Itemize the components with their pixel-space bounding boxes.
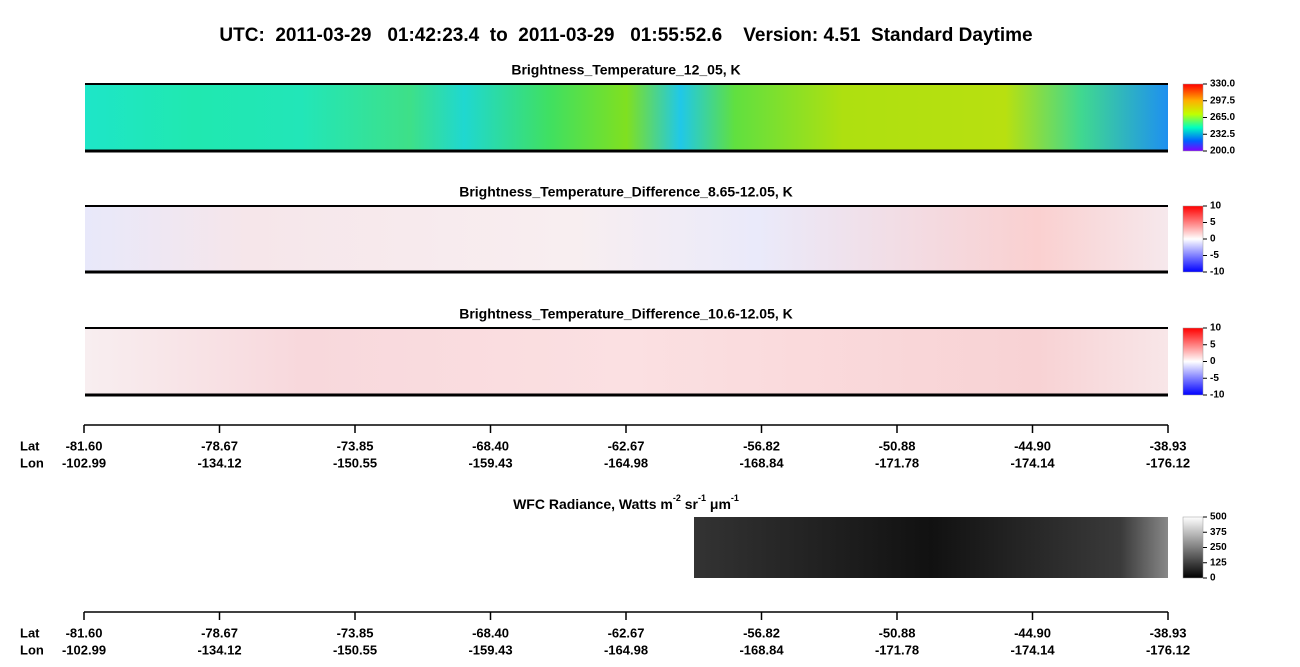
panel-title: WFC Radiance, Watts m-2 sr-1 μm-1 (513, 493, 739, 511)
lon-tick-label: -159.43 (468, 642, 512, 657)
lon-tick-label: -174.14 (1010, 642, 1055, 657)
lat-label: Lat (20, 625, 40, 640)
colorbar-label: -5 (1210, 373, 1219, 384)
lat-tick-label: -68.40 (472, 625, 509, 640)
title-part: WFC Radiance, Watts m (513, 496, 673, 512)
swath-image (694, 517, 1168, 578)
swath-image (85, 328, 1168, 395)
lon-tick-label: -176.12 (1146, 642, 1190, 657)
lon-tick-label: -159.43 (468, 455, 512, 470)
lon-tick-label: -168.84 (739, 455, 784, 470)
lon-tick-label: -150.55 (333, 642, 377, 657)
lat-tick-label: -73.85 (337, 625, 374, 640)
lat-tick-label: -78.67 (201, 625, 238, 640)
panel-title: Brightness_Temperature_Difference_10.6-1… (459, 306, 793, 322)
lat-label: Lat (20, 438, 40, 453)
lon-tick-label: -164.98 (604, 455, 648, 470)
lat-tick-label: -38.93 (1150, 438, 1187, 453)
lon-label: Lon (20, 455, 44, 470)
colorbar-label: 297.5 (1210, 95, 1235, 106)
colorbar (1182, 327, 1204, 396)
lon-tick-label: -102.99 (62, 642, 106, 657)
lon-tick-label: -164.98 (604, 642, 648, 657)
lon-tick-label: -102.99 (62, 455, 106, 470)
colorbar-label: 330.0 (1210, 79, 1235, 90)
page-title: UTC: 2011-03-29 01:42:23.4 to 2011-03-29… (219, 25, 1032, 46)
lat-tick-label: -50.88 (879, 438, 916, 453)
panel-title: Brightness_Temperature_Difference_8.65-1… (459, 184, 793, 200)
colorbar (1182, 205, 1204, 273)
colorbar-label: 5 (1210, 217, 1216, 228)
colorbar-label: 5 (1210, 339, 1216, 350)
colorbar-label: -5 (1210, 250, 1219, 261)
lat-tick-label: -73.85 (337, 438, 374, 453)
colorbar-label: 265.0 (1210, 112, 1235, 123)
lat-tick-label: -62.67 (608, 625, 645, 640)
colorbar-label: -10 (1210, 267, 1225, 278)
lon-tick-label: -176.12 (1146, 455, 1190, 470)
lon-tick-label: -134.12 (197, 455, 241, 470)
colorbar-label: 500 (1210, 512, 1227, 523)
colorbar-label: 375 (1210, 527, 1227, 538)
lat-tick-label: -50.88 (879, 625, 916, 640)
colorbar-label: 125 (1210, 557, 1227, 568)
title-part: -1 (698, 493, 706, 503)
colorbar-label: 200.0 (1210, 146, 1235, 157)
lon-tick-label: -171.78 (875, 455, 919, 470)
title-part: sr (681, 496, 699, 512)
lat-tick-label: -81.60 (66, 438, 103, 453)
colorbar-label: 10 (1210, 201, 1222, 212)
colorbar-label: 250 (1210, 542, 1227, 553)
colorbar-label: 232.5 (1210, 129, 1235, 140)
lon-tick-label: -168.84 (739, 642, 784, 657)
colorbar (1182, 516, 1204, 579)
lat-tick-label: -38.93 (1150, 625, 1187, 640)
swath-image (85, 84, 1168, 151)
lat-tick-label: -68.40 (472, 438, 509, 453)
colorbar-label: 0 (1210, 573, 1216, 584)
lon-label: Lon (20, 642, 44, 657)
panel-title: Brightness_Temperature_12_05, K (511, 62, 740, 78)
lat-tick-label: -62.67 (608, 438, 645, 453)
lon-tick-label: -150.55 (333, 455, 377, 470)
title-part: -2 (673, 493, 681, 503)
colorbar (1182, 83, 1204, 152)
title-part: μm (706, 496, 731, 512)
colorbar-label: 0 (1210, 356, 1216, 367)
colorbar-label: 0 (1210, 234, 1216, 245)
lat-tick-label: -44.90 (1014, 625, 1051, 640)
lat-tick-label: -56.82 (743, 625, 780, 640)
lon-tick-label: -171.78 (875, 642, 919, 657)
lon-tick-label: -174.14 (1010, 455, 1055, 470)
lat-tick-label: -56.82 (743, 438, 780, 453)
swath-image (85, 206, 1168, 272)
colorbar-label: 10 (1210, 323, 1222, 334)
lon-tick-label: -134.12 (197, 642, 241, 657)
lat-tick-label: -81.60 (66, 625, 103, 640)
colorbar-label: -10 (1210, 390, 1225, 401)
title-part: -1 (731, 493, 739, 503)
lat-tick-label: -78.67 (201, 438, 238, 453)
lat-tick-label: -44.90 (1014, 438, 1051, 453)
